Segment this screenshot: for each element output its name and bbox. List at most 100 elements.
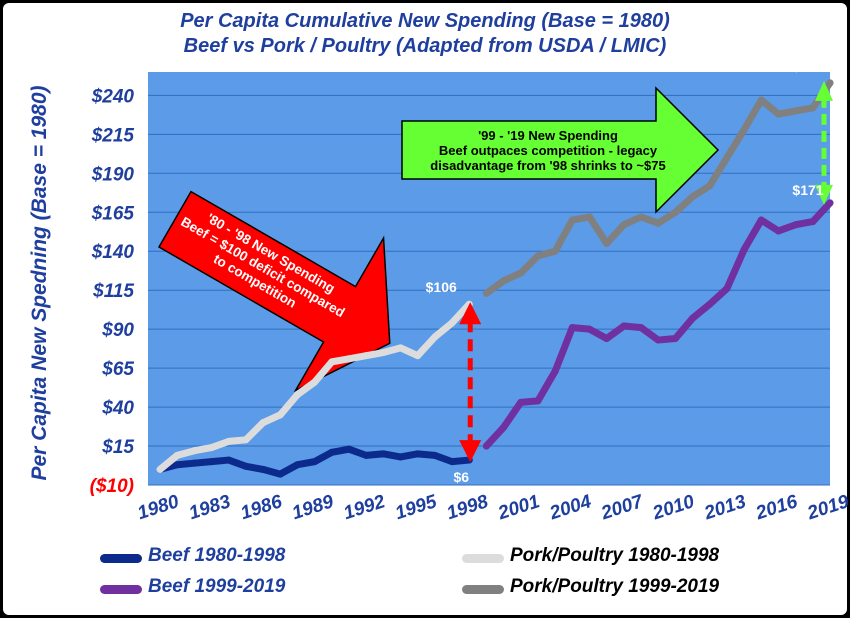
data-point-pork-poultry-1980-1998 (276, 411, 284, 419)
data-point-pork-poultry-1980-1998 (242, 436, 250, 444)
data-point-pork-poultry-1999-2019 (517, 269, 525, 277)
data-point-beef-1980-1998 (311, 458, 319, 466)
green-arrow-text: '99 - '19 New Spending (478, 128, 618, 143)
legend-label-beef-1999-2019: Beef 1999-2019 (148, 576, 286, 597)
data-point-pork-poultry-1999-2019 (654, 219, 662, 227)
data-point-beef-1999-2019 (534, 397, 542, 405)
green-gap-arrowhead-down (815, 184, 833, 205)
green-gap-arrowhead-up (815, 80, 833, 101)
data-point-pork-poultry-1999-2019 (706, 182, 714, 190)
data-point-beef-1999-2019 (671, 335, 679, 343)
y-tick-label: $240 (91, 86, 135, 107)
data-point-beef-1980-1998 (173, 461, 181, 469)
data-point-beef-1999-2019 (740, 246, 748, 254)
data-point-pork-poultry-1980-1998 (379, 349, 387, 357)
data-point-pork-poultry-1980-1998 (190, 447, 198, 455)
data-point-pork-poultry-1999-2019 (603, 239, 611, 247)
data-label: $106 (426, 279, 457, 295)
data-point-beef-1999-2019 (689, 314, 697, 322)
data-point-beef-1980-1998 (448, 458, 456, 466)
data-point-pork-poultry-1999-2019 (620, 221, 628, 229)
chart-title: Per Capita Cumulative New Spending (Base… (180, 10, 670, 32)
data-point-beef-1999-2019 (482, 442, 490, 450)
x-tick-label: 1992 (341, 491, 388, 524)
x-tick-label: 2007 (598, 491, 647, 525)
data-point-beef-1999-2019 (620, 322, 628, 330)
data-point-beef-1999-2019 (500, 423, 508, 431)
data-point-beef-1999-2019 (792, 221, 800, 229)
data-point-beef-1999-2019 (654, 336, 662, 344)
y-tick-label: $40 (101, 398, 134, 419)
data-point-pork-poultry-1999-2019 (637, 213, 645, 221)
data-point-beef-1980-1998 (328, 448, 336, 456)
data-point-pork-poultry-1980-1998 (448, 319, 456, 327)
x-tick-label: 2010 (649, 491, 697, 524)
legend-item-pork-poultry-1999-2019: Pork/Poultry 1999-2019 (462, 574, 802, 602)
data-point-beef-1980-1998 (208, 458, 216, 466)
green-arrow-text: disadvantage from '98 shrinks to ~$75 (430, 158, 665, 173)
data-point-beef-1980-1998 (293, 461, 301, 469)
x-tick-label: 1986 (238, 491, 285, 524)
y-tick-label: $115 (92, 281, 134, 302)
data-point-beef-1980-1998 (397, 453, 405, 461)
data-point-pork-poultry-1980-1998 (345, 355, 353, 363)
data-point-pork-poultry-1999-2019 (585, 213, 593, 221)
data-point-beef-1999-2019 (826, 199, 834, 207)
legend-item-beef-1980-1998: Beef 1980-1998 (100, 543, 440, 571)
data-label: $6 (453, 469, 469, 485)
data-point-pork-poultry-1999-2019 (723, 154, 731, 162)
data-point-beef-1999-2019 (757, 216, 765, 224)
data-label: $171 (792, 182, 823, 198)
data-point-beef-1980-1998 (362, 451, 370, 459)
data-point-pork-poultry-1980-1998 (173, 451, 181, 459)
y-tick-label: $65 (101, 359, 134, 380)
data-point-pork-poultry-1999-2019 (551, 247, 559, 255)
x-tick-label: 1989 (290, 491, 337, 524)
data-point-beef-1980-1998 (225, 456, 233, 464)
green-arrow-text: Beef outpaces competition - legacy (439, 143, 658, 158)
x-tick-label: 1980 (135, 491, 182, 524)
x-tick-label: 1995 (393, 491, 440, 524)
data-point-pork-poultry-1999-2019 (534, 252, 542, 260)
red-arrow-shape (157, 190, 391, 393)
data-point-beef-1980-1998 (345, 445, 353, 453)
legend-label-beef-1980-1998: Beef 1980-1998 (148, 545, 286, 566)
data-point-pork-poultry-1999-2019 (757, 96, 765, 104)
data-point-pork-poultry-1980-1998 (414, 352, 422, 360)
data-point-beef-1999-2019 (568, 324, 576, 332)
data-point-beef-1999-2019 (706, 300, 714, 308)
green-annotation-arrow (401, 86, 720, 214)
red-gap-arrowhead-up (459, 302, 482, 325)
data-point-beef-1980-1998 (431, 451, 439, 459)
data-point-beef-1999-2019 (551, 367, 559, 375)
data-point-beef-1999-2019 (723, 285, 731, 293)
data-point-pork-poultry-1980-1998 (328, 358, 336, 366)
legend-label-pork-poultry-1999-2019: Pork/Poultry 1999-2019 (510, 576, 720, 597)
data-point-pork-poultry-1999-2019 (792, 107, 800, 115)
y-tick-label: $215 (91, 125, 135, 146)
data-point-beef-1999-2019 (637, 324, 645, 332)
data-point-beef-1999-2019 (774, 227, 782, 235)
y-tick-label: $90 (101, 320, 134, 341)
data-point-beef-1980-1998 (242, 462, 250, 470)
data-point-pork-poultry-1999-2019 (826, 79, 834, 87)
data-point-pork-poultry-1980-1998 (208, 444, 216, 452)
data-point-pork-poultry-1999-2019 (740, 126, 748, 134)
legend-item-pork-poultry-1980-1998: Pork/Poultry 1980-1998 (462, 543, 802, 571)
legend-swatch-beef-1980-1998 (100, 554, 142, 563)
data-point-beef-1999-2019 (585, 325, 593, 333)
data-label: $248 (792, 58, 823, 74)
data-point-beef-1999-2019 (809, 218, 817, 226)
data-point-beef-1980-1998 (276, 470, 284, 478)
data-point-pork-poultry-1999-2019 (671, 208, 679, 216)
y-tick-label: $165 (91, 203, 135, 224)
legend-item-beef-1999-2019: Beef 1999-2019 (100, 574, 440, 602)
data-point-pork-poultry-1980-1998 (431, 333, 439, 341)
data-point-pork-poultry-1999-2019 (809, 104, 817, 112)
x-tick-label: 1983 (186, 491, 233, 524)
x-tick-label: 2001 (495, 491, 543, 524)
data-point-pork-poultry-1980-1998 (397, 344, 405, 352)
chart-subtitle: Beef vs Pork / Poultry (Adapted from USD… (183, 35, 667, 57)
data-point-pork-poultry-1980-1998 (293, 391, 301, 399)
